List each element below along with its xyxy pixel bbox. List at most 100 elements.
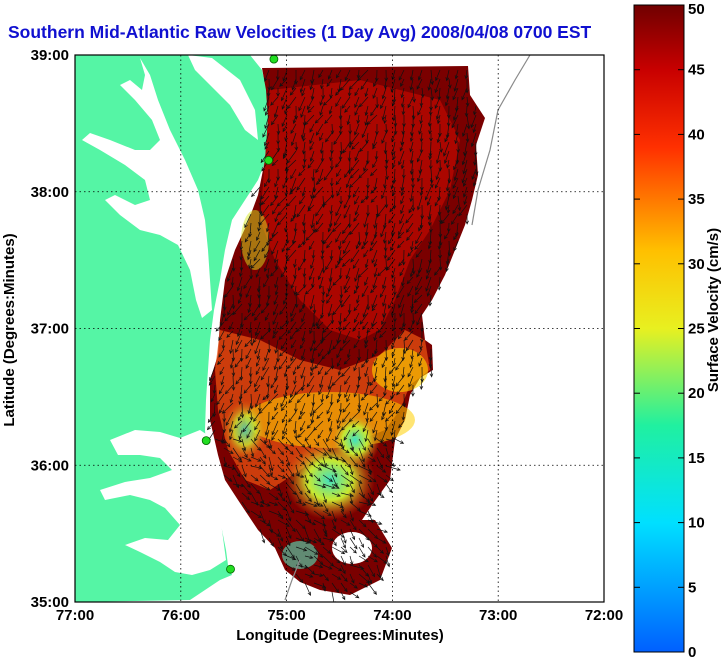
velocity-arrow — [326, 285, 333, 298]
velocity-arrow — [328, 105, 333, 115]
radar-station-marker — [264, 155, 274, 165]
velocity-arrow — [331, 474, 338, 488]
velocity-arrow — [331, 591, 336, 602]
x-axis-label: Longitude (Degrees:Minutes) — [236, 627, 444, 644]
velocity-arrow — [377, 321, 387, 334]
velocity-arrow — [338, 240, 342, 251]
velocity-arrow — [300, 123, 306, 140]
velocity-arrow — [260, 366, 270, 381]
velocity-arrow — [340, 294, 351, 308]
velocity-arrow — [376, 537, 387, 544]
velocity-arrow — [346, 114, 351, 126]
colorbar-tick-label: 5 — [688, 579, 696, 596]
velocity-arrow — [237, 411, 243, 422]
velocity-arrow — [310, 186, 315, 200]
velocity-arrow — [313, 501, 324, 507]
velocity-arrow — [429, 132, 433, 142]
map-title: Southern Mid-Atlantic Raw Velocities (1 … — [8, 22, 592, 42]
velocity-arrow — [245, 285, 252, 298]
velocity-arrow — [277, 510, 284, 520]
velocity-arrow — [295, 447, 303, 459]
velocity-arrow — [294, 384, 306, 396]
velocity-arrow — [277, 213, 288, 226]
velocity-arrow — [297, 429, 306, 438]
velocity-arrow — [472, 177, 477, 187]
velocity-arrow — [268, 501, 279, 506]
velocity-arrow — [414, 285, 423, 296]
x-tick-label: 76:00 — [162, 607, 200, 624]
velocity-arrow — [295, 321, 306, 333]
velocity-arrow — [254, 393, 261, 408]
velocity-arrow — [274, 213, 279, 223]
velocity-arrow — [254, 339, 261, 355]
velocity-arrow — [304, 582, 311, 596]
velocity-arrow — [248, 258, 252, 269]
velocity-arrow — [364, 429, 369, 443]
velocity-arrow — [391, 276, 396, 290]
velocity-arrow — [463, 177, 468, 187]
velocity-arrow — [343, 312, 351, 323]
velocity-arrow — [335, 69, 342, 79]
velocity-arrow — [406, 276, 414, 285]
velocity-arrow — [409, 150, 414, 165]
velocity-arrow — [409, 141, 414, 153]
velocity-arrow — [241, 447, 248, 459]
colorbar-tick-label: 35 — [688, 191, 705, 208]
velocity-arrow — [369, 411, 378, 422]
velocity-arrow — [355, 240, 360, 250]
velocity-arrow — [281, 87, 288, 102]
velocity-arrow — [370, 168, 378, 177]
velocity-arrow — [290, 276, 297, 289]
velocity-arrow — [356, 294, 360, 304]
colorbar-tick-label: 15 — [688, 450, 705, 467]
velocity-arrow — [383, 78, 388, 90]
velocity-arrow — [286, 465, 295, 478]
velocity-arrow — [282, 294, 288, 305]
velocity-arrow — [277, 447, 285, 456]
velocity-arrow — [243, 276, 252, 290]
velocity-arrow — [310, 357, 315, 372]
velocity-arrow — [349, 582, 358, 589]
velocity-arrow — [407, 285, 414, 297]
velocity-arrow — [256, 231, 261, 241]
velocity-arrow — [315, 123, 324, 136]
velocity-arrow — [241, 465, 247, 478]
velocity-arrow — [250, 474, 259, 482]
velocity-arrow — [390, 78, 396, 93]
velocity-arrow — [337, 366, 342, 376]
velocity-arrow — [367, 582, 377, 595]
velocity-arrow — [417, 69, 423, 81]
velocity-arrow — [246, 429, 252, 439]
velocity-arrow — [206, 420, 216, 431]
velocity-arrow — [292, 366, 297, 376]
velocity-arrow — [358, 573, 370, 584]
velocity-arrow — [393, 123, 398, 136]
velocity-arrow — [277, 483, 283, 497]
velocity-arrow — [370, 105, 378, 117]
velocity-arrow — [216, 357, 225, 365]
velocity-arrow — [304, 456, 314, 466]
velocity-arrow — [382, 303, 387, 318]
velocity-arrow — [232, 447, 242, 461]
velocity-arrow — [371, 294, 378, 309]
velocity-arrow — [343, 195, 351, 209]
velocity-arrow — [322, 537, 334, 542]
velocity-arrow — [290, 312, 297, 323]
velocity-arrow — [250, 456, 262, 462]
velocity-arrow — [235, 375, 243, 385]
velocity-arrow — [458, 204, 468, 217]
velocity-arrow — [435, 105, 441, 120]
velocity-arrow — [367, 555, 378, 563]
velocity-arrow — [298, 168, 306, 177]
velocity-arrow — [339, 195, 343, 205]
velocity-arrow — [336, 330, 342, 344]
colorbar-tick-label: 45 — [688, 62, 705, 79]
velocity-arrow — [322, 510, 332, 516]
velocity-arrow — [344, 384, 351, 399]
plot-border — [74, 54, 605, 603]
velocity-arrow — [366, 375, 371, 387]
velocity-arrow — [452, 105, 459, 121]
velocity-arrow — [231, 375, 236, 391]
velocity-arrow — [228, 420, 234, 433]
velocity-arrow — [354, 267, 360, 282]
